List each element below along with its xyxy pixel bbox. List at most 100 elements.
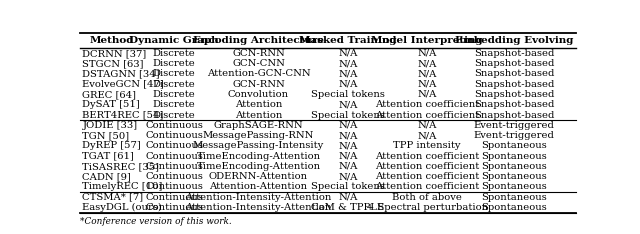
Text: Discrete: Discrete xyxy=(153,90,196,99)
Text: N/A: N/A xyxy=(338,172,358,181)
Text: GCN-RNN: GCN-RNN xyxy=(232,80,285,89)
Text: Continuous: Continuous xyxy=(145,162,203,171)
Text: CADN [9]: CADN [9] xyxy=(83,172,131,181)
Text: ODERNN-Attention: ODERNN-Attention xyxy=(209,172,308,181)
Text: Discrete: Discrete xyxy=(153,80,196,89)
Text: TimelyREC [10]: TimelyREC [10] xyxy=(83,183,163,191)
Text: TimeEncoding-Attention: TimeEncoding-Attention xyxy=(196,152,321,161)
Text: TGAT [61]: TGAT [61] xyxy=(83,152,134,161)
Text: Snapshot-based: Snapshot-based xyxy=(474,49,554,58)
Text: TPP intensity: TPP intensity xyxy=(394,141,461,150)
Text: Method: Method xyxy=(90,36,134,45)
Text: Discrete: Discrete xyxy=(153,49,196,58)
Text: Continuous: Continuous xyxy=(145,203,203,212)
Text: N/A: N/A xyxy=(338,121,358,130)
Text: Attention: Attention xyxy=(235,100,282,109)
Text: Attention coefficient: Attention coefficient xyxy=(375,100,479,109)
Text: Convolution: Convolution xyxy=(228,90,289,99)
Text: Discrete: Discrete xyxy=(153,100,196,109)
Text: Attention-GCN-CNN: Attention-GCN-CNN xyxy=(207,69,310,78)
Text: Special tokens: Special tokens xyxy=(311,110,385,120)
Text: Discrete: Discrete xyxy=(153,110,196,120)
Text: MessagePassing-Intensity: MessagePassing-Intensity xyxy=(193,141,324,150)
Text: N/A: N/A xyxy=(338,59,358,68)
Text: N/A: N/A xyxy=(338,152,358,161)
Text: Spontaneous: Spontaneous xyxy=(481,203,547,212)
Text: N/A: N/A xyxy=(417,80,437,89)
Text: Snapshot-based: Snapshot-based xyxy=(474,69,554,78)
Text: Model Interpreting: Model Interpreting xyxy=(371,36,483,45)
Text: Continuous: Continuous xyxy=(145,152,203,161)
Text: GREC [64]: GREC [64] xyxy=(83,90,136,99)
Text: Continuous: Continuous xyxy=(145,183,203,191)
Text: Spontaneous: Spontaneous xyxy=(481,162,547,171)
Text: Special tokens: Special tokens xyxy=(311,90,385,99)
Text: N/A: N/A xyxy=(338,141,358,150)
Text: *Conference version of this work.: *Conference version of this work. xyxy=(80,217,232,226)
Text: DSTAGNN [34]: DSTAGNN [34] xyxy=(83,69,160,78)
Text: N/A: N/A xyxy=(417,131,437,140)
Text: DySAT [51]: DySAT [51] xyxy=(83,100,140,109)
Text: TiSASREC [35]: TiSASREC [35] xyxy=(83,162,159,171)
Text: N/A: N/A xyxy=(338,49,358,58)
Text: Spontaneous: Spontaneous xyxy=(481,152,547,161)
Text: EasyDGL (ours): EasyDGL (ours) xyxy=(83,203,163,212)
Text: MessagePassing-RNN: MessagePassing-RNN xyxy=(203,131,314,140)
Text: EvolveGCN [47]: EvolveGCN [47] xyxy=(83,80,164,89)
Text: Spontaneous: Spontaneous xyxy=(481,183,547,191)
Text: Continuous: Continuous xyxy=(145,172,203,181)
Text: DyREP [57]: DyREP [57] xyxy=(83,141,141,150)
Text: Spontaneous: Spontaneous xyxy=(481,172,547,181)
Text: N/A: N/A xyxy=(417,121,437,130)
Text: Attention-Intensity-Attention: Attention-Intensity-Attention xyxy=(186,193,332,202)
Text: Discrete: Discrete xyxy=(153,69,196,78)
Text: Attention: Attention xyxy=(235,110,282,120)
Text: Continuous: Continuous xyxy=(145,141,203,150)
Text: Embedding Evolving: Embedding Evolving xyxy=(455,36,573,45)
Text: N/A: N/A xyxy=(417,59,437,68)
Text: N/A: N/A xyxy=(338,162,358,171)
Text: Dynamic Graph: Dynamic Graph xyxy=(129,36,219,45)
Text: BERT4REC [54]: BERT4REC [54] xyxy=(83,110,164,120)
Text: N/A: N/A xyxy=(338,69,358,78)
Text: TimeEncoding-Attention: TimeEncoding-Attention xyxy=(196,162,321,171)
Text: + Spectral perturbation: + Spectral perturbation xyxy=(366,203,488,212)
Text: Attention coefficient: Attention coefficient xyxy=(375,162,479,171)
Text: GraphSAGE-RNN: GraphSAGE-RNN xyxy=(214,121,303,130)
Text: Snapshot-based: Snapshot-based xyxy=(474,110,554,120)
Text: Event-triggered: Event-triggered xyxy=(474,131,554,140)
Text: N/A: N/A xyxy=(417,49,437,58)
Text: Attention coefficient: Attention coefficient xyxy=(375,172,479,181)
Text: Special tokens: Special tokens xyxy=(311,183,385,191)
Text: N/A: N/A xyxy=(338,80,358,89)
Text: Spontaneous: Spontaneous xyxy=(481,193,547,202)
Text: GCN-RNN: GCN-RNN xyxy=(232,49,285,58)
Text: DCRNN [37]: DCRNN [37] xyxy=(83,49,147,58)
Text: Event-triggered: Event-triggered xyxy=(474,121,554,130)
Text: N/A: N/A xyxy=(338,193,358,202)
Text: Continuous: Continuous xyxy=(145,131,203,140)
Text: N/A: N/A xyxy=(417,69,437,78)
Text: Attention coefficient: Attention coefficient xyxy=(375,110,479,120)
Text: Continuous: Continuous xyxy=(145,193,203,202)
Text: Attention coefficient: Attention coefficient xyxy=(375,152,479,161)
Text: JODIE [33]: JODIE [33] xyxy=(83,121,138,130)
Text: Attention-Attention: Attention-Attention xyxy=(209,183,308,191)
Text: Snapshot-based: Snapshot-based xyxy=(474,80,554,89)
Text: Continuous: Continuous xyxy=(145,121,203,130)
Text: Attention coefficient: Attention coefficient xyxy=(375,183,479,191)
Text: Snapshot-based: Snapshot-based xyxy=(474,59,554,68)
Text: Encoding Architecture: Encoding Architecture xyxy=(193,36,324,45)
Text: Both of above: Both of above xyxy=(392,193,462,202)
Text: TGN [50]: TGN [50] xyxy=(83,131,130,140)
Text: STGCN [63]: STGCN [63] xyxy=(83,59,144,68)
Text: GCN-CNN: GCN-CNN xyxy=(232,59,285,68)
Text: Masked Training: Masked Training xyxy=(299,36,397,45)
Text: Spontaneous: Spontaneous xyxy=(481,141,547,150)
Text: Snapshot-based: Snapshot-based xyxy=(474,90,554,99)
Text: CTSMA* [7]: CTSMA* [7] xyxy=(83,193,143,202)
Text: CaM & TPPLE: CaM & TPPLE xyxy=(311,203,385,212)
Text: Attention-Intensity-Attention: Attention-Intensity-Attention xyxy=(186,203,332,212)
Text: Snapshot-based: Snapshot-based xyxy=(474,100,554,109)
Text: N/A: N/A xyxy=(338,100,358,109)
